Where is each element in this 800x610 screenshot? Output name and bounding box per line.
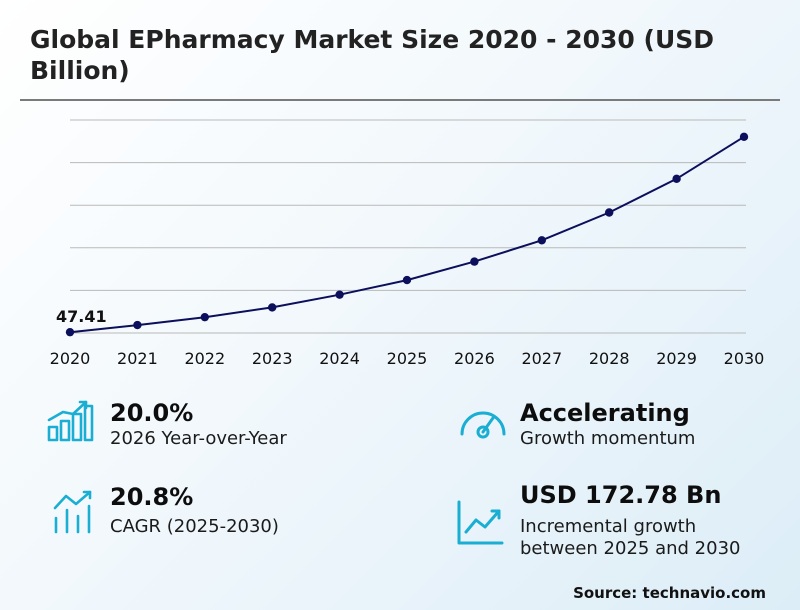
x-tick-label: 2023 bbox=[252, 349, 293, 368]
x-tick-label: 2028 bbox=[589, 349, 630, 368]
x-tick-label: 2027 bbox=[521, 349, 562, 368]
incremental-label-1: Incremental growth bbox=[520, 516, 697, 537]
line-chart: 2020 2021 2022 2023 2024 2025 2026 2027 2028 2029… bbox=[50, 119, 765, 368]
chart-title: Global EPharmacy Market Size 2020 - 2030… bbox=[30, 24, 800, 86]
data-point bbox=[470, 257, 479, 266]
x-tick-label: 2025 bbox=[387, 349, 428, 368]
cagr-label: CAGR (2025-2030) bbox=[110, 516, 279, 537]
yoy-stat: 20.0% 2026 Year-over-Year bbox=[110, 398, 287, 450]
x-tick-label: 2020 bbox=[50, 349, 91, 368]
x-tick-label: 2026 bbox=[454, 349, 495, 368]
data-point bbox=[335, 290, 344, 299]
source-credit: Source: technavio.com bbox=[573, 584, 766, 602]
data-point bbox=[402, 275, 412, 285]
yoy-label: 2026 Year-over-Year bbox=[110, 428, 287, 449]
data-label: 47.41 bbox=[56, 307, 107, 326]
title-line-2: Billion) bbox=[30, 56, 130, 85]
cagr-value: 20.8% bbox=[110, 483, 194, 511]
momentum-label: Growth momentum bbox=[520, 428, 696, 449]
data-point bbox=[537, 236, 546, 245]
data-point bbox=[133, 320, 142, 330]
momentum-value: Accelerating bbox=[520, 399, 690, 427]
data-point bbox=[65, 327, 75, 337]
x-tick-label: 2024 bbox=[319, 349, 360, 368]
data-point bbox=[605, 208, 614, 217]
trend-bars-icon bbox=[53, 490, 92, 534]
momentum-stat: Accelerating Growth momentum bbox=[520, 398, 695, 450]
x-tick-label: 2029 bbox=[656, 349, 697, 368]
data-point bbox=[672, 174, 681, 184]
x-tick-label: 2022 bbox=[184, 349, 225, 368]
x-tick-label: 2021 bbox=[117, 349, 158, 368]
cagr-stat: 20.8% CAGR (2025-2030) bbox=[110, 482, 279, 538]
data-point bbox=[268, 303, 277, 312]
growth-chart-icon bbox=[457, 500, 504, 545]
title-line-1: Global EPharmacy Market Size 2020 - 2030… bbox=[30, 25, 714, 54]
series-line bbox=[69, 135, 745, 334]
x-tick-label: 2030 bbox=[724, 349, 765, 368]
incremental-label-2: between 2025 and 2030 bbox=[520, 538, 741, 559]
incremental-value: USD 172.78 Bn bbox=[520, 481, 722, 509]
data-point bbox=[739, 132, 749, 142]
incremental-stat: USD 172.78 Bn Incremental growth between… bbox=[520, 480, 740, 560]
yoy-value: 20.0% bbox=[110, 399, 194, 427]
data-point bbox=[200, 312, 209, 322]
bar-growth-icon bbox=[47, 400, 94, 442]
gauge-icon bbox=[460, 411, 506, 439]
title-divider bbox=[20, 99, 780, 101]
